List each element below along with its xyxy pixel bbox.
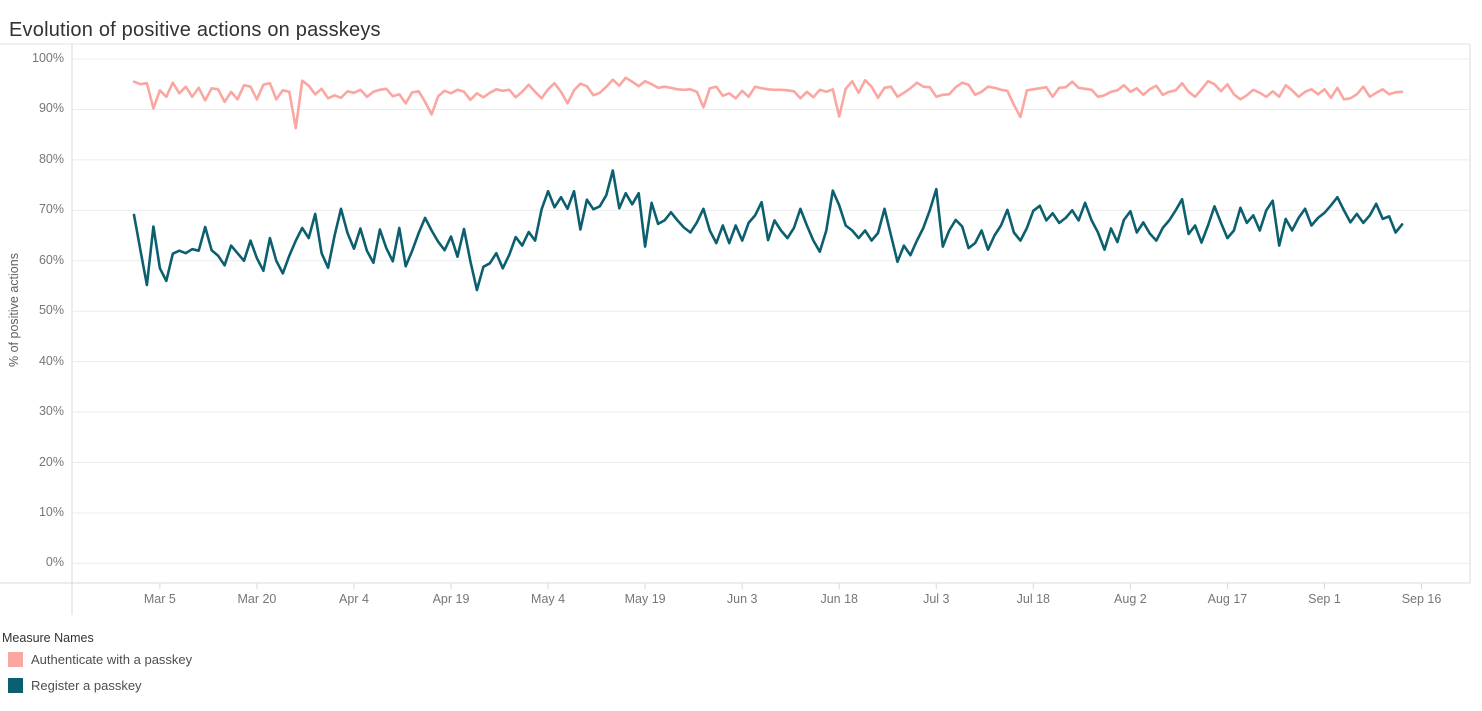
legend-label-authenticate: Authenticate with a passkey	[31, 652, 193, 667]
y-tick-label: 10%	[38, 504, 64, 519]
series-line-authenticate[interactable]	[132, 76, 1404, 130]
x-tick-label: Mar 5	[143, 592, 176, 606]
legend-swatch-authenticate[interactable]	[8, 652, 23, 667]
legend-title: Measure Names	[2, 631, 94, 645]
x-tick-label: May 4	[531, 592, 566, 606]
legend-item-register[interactable]: Register a passkey	[8, 678, 192, 693]
legend-label-register: Register a passkey	[31, 678, 142, 693]
x-tick-label: Mar 20	[237, 592, 277, 606]
y-tick-label: 0%	[45, 555, 64, 570]
y-tick-label: 40%	[38, 353, 64, 368]
y-tick-label: 30%	[38, 404, 64, 419]
x-tick-label: Jun 18	[820, 592, 858, 606]
y-tick-label: 100%	[32, 51, 64, 65]
legend-swatch-register[interactable]	[8, 678, 23, 693]
x-tick-label: Sep 1	[1308, 592, 1341, 606]
y-tick-label: 90%	[38, 101, 64, 116]
x-tick-label: Jun 3	[726, 592, 758, 606]
x-tick-label: May 19	[624, 592, 666, 606]
y-tick-label: 70%	[38, 202, 64, 217]
y-tick-label: 20%	[38, 454, 64, 469]
x-tick-label: Aug 2	[1114, 592, 1147, 606]
x-tick-label: Jul 18	[1016, 592, 1050, 606]
x-tick-label: Apr 4	[339, 592, 369, 606]
y-tick-label: 60%	[38, 252, 64, 267]
x-tick-label: Aug 17	[1207, 592, 1248, 606]
y-tick-label: 80%	[38, 151, 64, 166]
legend-item-authenticate[interactable]: Authenticate with a passkey	[8, 652, 192, 667]
series-line-register[interactable]	[132, 169, 1404, 292]
page-title: Evolution of positive actions on passkey…	[9, 19, 381, 42]
x-tick-label: Jul 3	[923, 592, 950, 606]
y-tick-label: 50%	[38, 303, 64, 318]
legend: Measure Names Authenticate with a passke…	[2, 631, 192, 704]
x-tick-label: Apr 19	[432, 592, 470, 606]
x-tick-label: Sep 16	[1401, 592, 1442, 606]
